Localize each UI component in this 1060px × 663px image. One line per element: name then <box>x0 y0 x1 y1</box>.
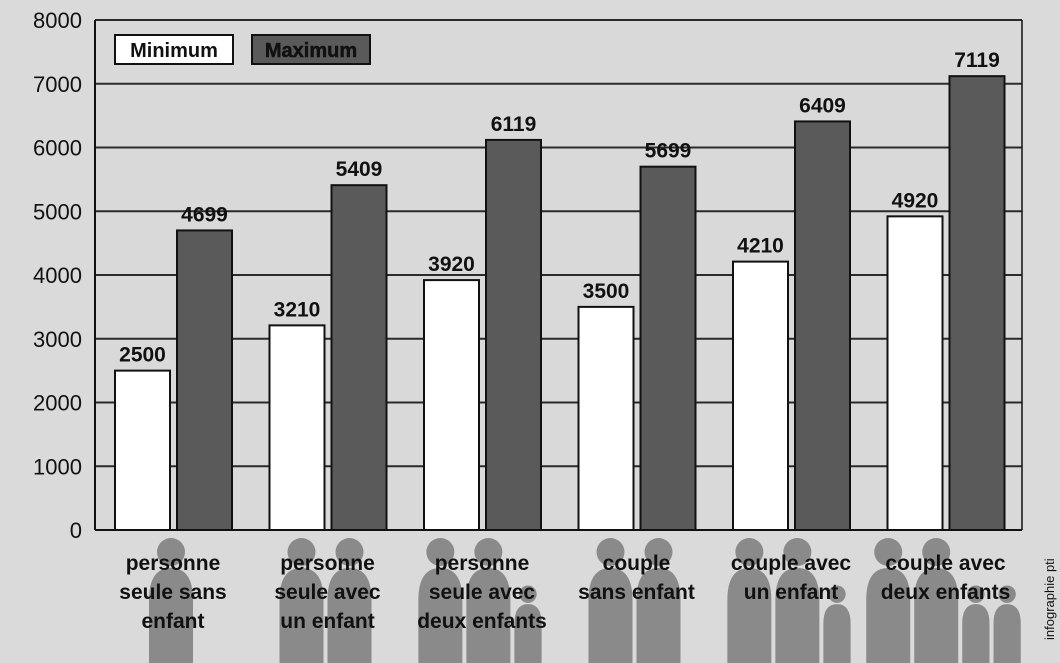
person-body <box>588 568 633 663</box>
data-label: 4210 <box>737 235 784 258</box>
data-label: 6409 <box>799 94 846 117</box>
category-label: un enfant <box>744 581 839 604</box>
data-label: 4699 <box>181 203 228 226</box>
category-label: seule sans <box>119 581 226 604</box>
category-label: deux enfants <box>881 581 1011 604</box>
category-label: un enfant <box>280 610 375 633</box>
data-label: 4920 <box>892 189 939 212</box>
y-tick-label: 6000 <box>33 136 82 161</box>
person-head <box>519 585 537 603</box>
bar-minimum <box>114 369 171 531</box>
person-body <box>514 604 542 663</box>
person-head <box>426 538 455 566</box>
legend-label-maximum: Maximum <box>265 40 357 62</box>
person-body <box>775 568 820 663</box>
person-body <box>327 568 372 663</box>
category-label: seule avec <box>429 581 536 604</box>
person-head <box>783 538 812 566</box>
person-body <box>823 604 851 663</box>
category-label: personne <box>280 552 375 575</box>
credit-label: infographie pti <box>1042 558 1057 640</box>
person-head <box>335 538 364 566</box>
person-body <box>466 568 511 663</box>
bar-maximum <box>485 138 542 531</box>
person-head <box>998 585 1016 603</box>
person-head <box>644 538 673 566</box>
people-icon <box>418 538 542 663</box>
legend-swatch-minimum <box>114 34 234 65</box>
category-label: couple avec <box>885 552 1006 575</box>
data-label: 3210 <box>274 298 321 321</box>
category-label: deux enfants <box>417 610 547 633</box>
person-body <box>418 568 463 663</box>
bar-minimum <box>886 215 944 531</box>
person-head <box>922 538 951 566</box>
bar-maximum <box>948 75 1006 531</box>
y-tick-label: 3000 <box>33 327 82 352</box>
bar-minimum <box>577 305 635 531</box>
person-head <box>596 538 625 566</box>
bar-minimum <box>268 324 326 531</box>
person-body <box>149 568 193 663</box>
person-head <box>735 538 764 566</box>
person-head <box>967 585 985 603</box>
data-label: 5409 <box>336 158 383 181</box>
bar-maximum <box>639 165 697 531</box>
legend-label-minimum: Minimum <box>130 40 218 62</box>
category-label: personne <box>126 552 221 575</box>
y-tick-label: 5000 <box>33 199 82 224</box>
bar-maximum <box>330 184 388 532</box>
person-body <box>914 568 959 663</box>
bar-minimum <box>423 279 480 531</box>
y-tick-label: 7000 <box>33 72 82 97</box>
person-head <box>287 538 316 566</box>
data-label: 2500 <box>119 344 166 367</box>
category-label: enfant <box>142 610 205 633</box>
category-label: couple avec <box>731 552 852 575</box>
person-head <box>157 538 185 566</box>
person-head <box>474 538 503 566</box>
category-label: personne <box>435 552 530 575</box>
y-tick-label: 2000 <box>33 391 82 416</box>
data-label: 3920 <box>428 253 475 276</box>
legend: Minimum Maximum <box>114 34 371 65</box>
bar-maximum <box>794 120 851 532</box>
y-tick-label: 0 <box>70 518 82 543</box>
people-icon <box>727 538 851 663</box>
data-label: 5699 <box>645 140 692 163</box>
person-head <box>828 585 846 603</box>
person-body <box>993 604 1021 663</box>
person-body <box>866 568 911 663</box>
people-icon <box>279 538 372 663</box>
category-label: seule avec <box>274 581 381 604</box>
people-icon <box>588 538 681 663</box>
category-label: sans enfant <box>578 581 695 604</box>
category-label: couple <box>603 552 671 575</box>
people-icon <box>149 538 193 663</box>
data-label: 6119 <box>491 113 537 136</box>
legend-swatch-maximum <box>251 34 371 65</box>
bar-minimum <box>732 260 789 531</box>
person-body <box>962 604 990 663</box>
y-tick-label: 1000 <box>33 454 82 479</box>
person-head <box>874 538 903 566</box>
person-body <box>636 568 681 663</box>
person-body <box>279 568 324 663</box>
people-icon <box>866 538 1021 663</box>
bar-maximum <box>176 229 233 531</box>
data-label: 7119 <box>954 49 1000 72</box>
y-tick-label: 4000 <box>33 263 82 288</box>
person-body <box>727 568 772 663</box>
data-label: 3500 <box>583 280 630 303</box>
y-tick-label: 8000 <box>33 8 82 33</box>
